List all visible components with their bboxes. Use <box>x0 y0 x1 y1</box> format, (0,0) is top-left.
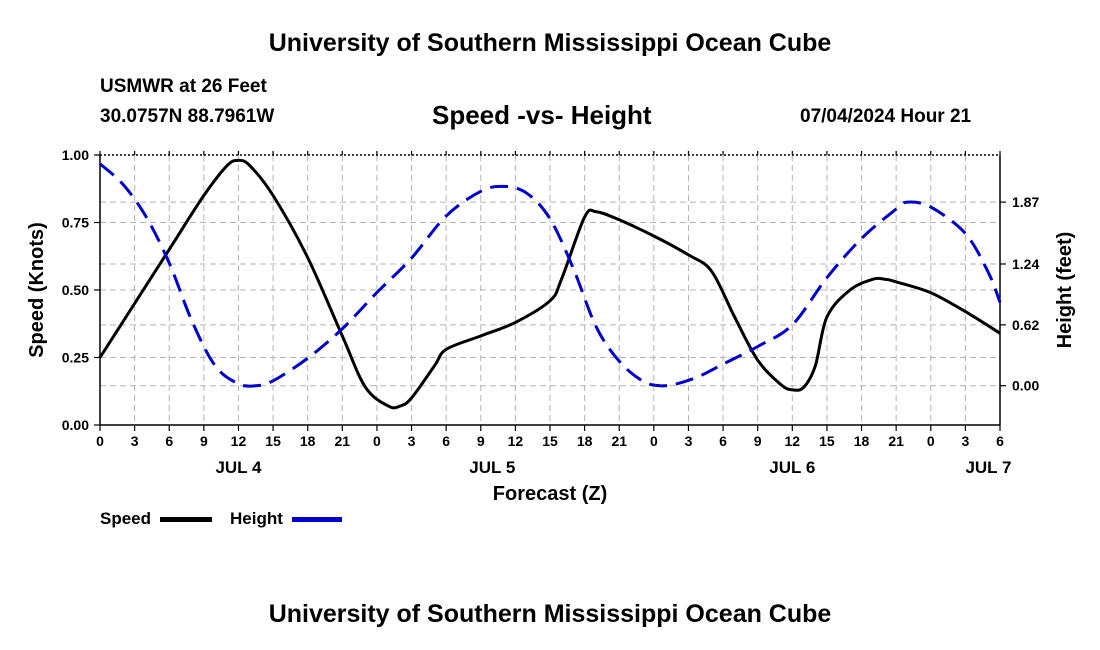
x-tick-label: 0 <box>373 433 381 449</box>
x-tick-label: 18 <box>577 433 593 449</box>
x-tick-label: 0 <box>96 433 104 449</box>
page-title: University of Southern Mississippi Ocean… <box>268 29 832 57</box>
x-axis-title: Forecast (Z) <box>493 483 607 505</box>
x-tick-label: 18 <box>300 433 316 449</box>
x-tick-label: 15 <box>819 433 835 449</box>
x-tick-label: 0 <box>650 433 658 449</box>
station-coordinates: 30.0757N 88.7961W <box>100 106 275 127</box>
y-tick-label: 1.00 <box>62 147 89 163</box>
y-tick-label: 0.50 <box>62 282 89 298</box>
day-label: JUL 6 <box>769 458 815 477</box>
x-tick-label: 6 <box>165 433 173 449</box>
x-tick-label: 12 <box>508 433 524 449</box>
x-tick-label: 6 <box>719 433 727 449</box>
x-tick-label: 15 <box>542 433 558 449</box>
y2-tick-label: 1.24 <box>1012 256 1039 272</box>
chart-title: Speed -vs- Height <box>432 100 652 130</box>
x-tick-label: 15 <box>265 433 281 449</box>
y2-tick-label: 0.00 <box>1012 378 1039 394</box>
x-tick-label: 12 <box>231 433 247 449</box>
x-tick-label: 9 <box>754 433 762 449</box>
x-tick-label: 3 <box>131 433 139 449</box>
x-tick-label: 18 <box>854 433 870 449</box>
footer-title: University of Southern Mississippi Ocean… <box>268 600 832 628</box>
station-name: USMWR at 26 Feet <box>100 76 267 97</box>
y-tick-label: 0.25 <box>62 350 89 366</box>
day-label: JUL 4 <box>215 458 262 477</box>
day-label: JUL 5 <box>469 458 515 477</box>
x-tick-label: 6 <box>442 433 450 449</box>
x-tick-label: 9 <box>200 433 208 449</box>
day-label: JUL 7 <box>965 458 1011 477</box>
x-tick-label: 21 <box>611 433 627 449</box>
x-tick-label: 3 <box>685 433 693 449</box>
x-tick-label: 9 <box>477 433 485 449</box>
y-axis-title: Speed (Knots) <box>26 222 48 358</box>
y2-tick-label: 0.62 <box>1012 317 1039 333</box>
x-tick-label: 0 <box>927 433 935 449</box>
x-tick-label: 3 <box>408 433 416 449</box>
legend-height-label: Height <box>230 509 283 528</box>
x-tick-label: 3 <box>961 433 969 449</box>
forecast-date: 07/04/2024 Hour 21 <box>800 106 972 127</box>
x-tick-label: 12 <box>785 433 801 449</box>
y-tick-label: 0.75 <box>62 215 89 231</box>
speed-series-line <box>98 158 1001 410</box>
y2-axis-title: Height (feet) <box>1054 232 1076 349</box>
height-series-line <box>98 162 1002 388</box>
legend-speed-swatch <box>160 517 212 522</box>
x-tick-label: 6 <box>996 433 1004 449</box>
legend-speed-label: Speed <box>100 509 152 528</box>
x-tick-label: 21 <box>335 433 351 449</box>
legend-height-swatch <box>292 517 342 522</box>
y2-tick-label: 1.87 <box>1012 194 1039 210</box>
x-tick-label: 21 <box>888 433 904 449</box>
y-tick-label: 0.00 <box>62 417 89 433</box>
